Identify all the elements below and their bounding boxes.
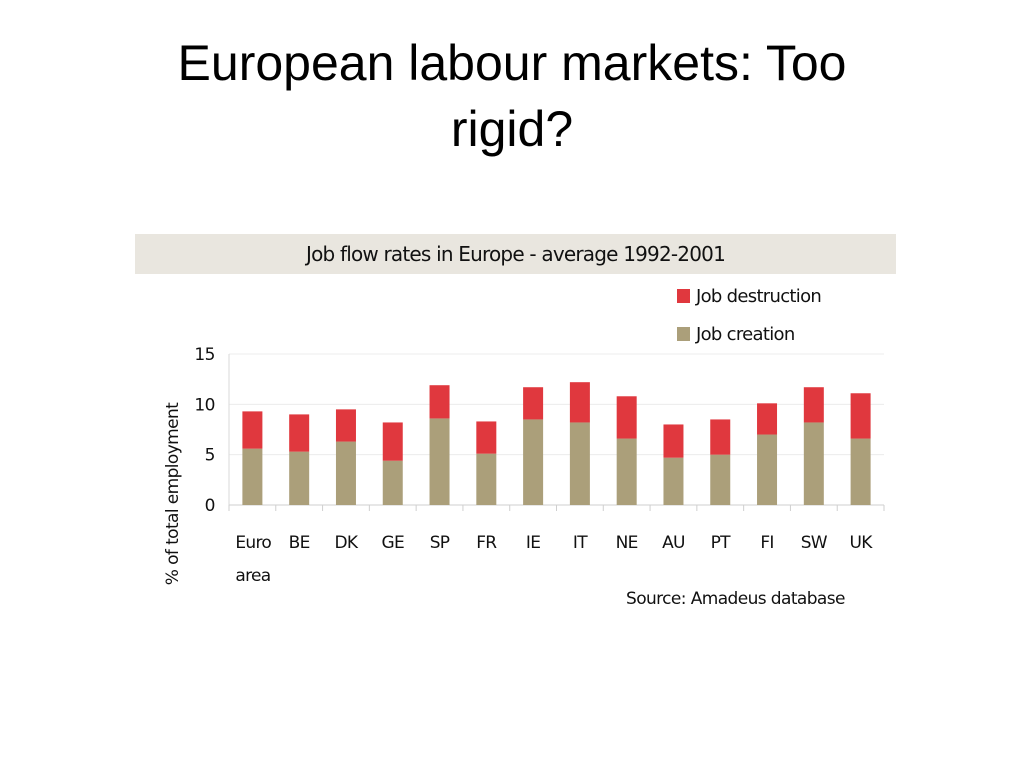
x-tick-label: FI xyxy=(760,533,773,553)
bar-job-creation xyxy=(569,422,590,505)
x-tick-label: area xyxy=(235,566,270,586)
bar-job-creation xyxy=(289,451,310,505)
x-tick-label: NE xyxy=(616,533,638,553)
chart-source: Source: Amadeus database xyxy=(626,589,845,609)
chart-title: Job flow rates in Europe - average 1992-… xyxy=(305,242,726,266)
bar-job-destruction xyxy=(382,422,403,461)
bar-job-creation xyxy=(242,448,263,505)
bar-job-destruction xyxy=(850,393,871,439)
bar-job-creation xyxy=(803,422,824,505)
x-tick-label: Euro xyxy=(235,533,271,553)
bar-job-creation xyxy=(710,454,731,505)
bar-job-destruction xyxy=(757,403,778,435)
x-tick-label: IT xyxy=(573,533,588,553)
bar-job-creation xyxy=(476,453,497,505)
slide-title-line-1: European labour markets: Too xyxy=(177,35,847,91)
x-tick-label: AU xyxy=(662,533,685,553)
x-tick-label: PT xyxy=(711,533,732,553)
bar-job-creation xyxy=(616,438,637,505)
bar-job-destruction xyxy=(289,414,310,452)
x-tick-label: IE xyxy=(526,533,540,553)
bar-job-creation xyxy=(429,418,450,505)
legend-swatch xyxy=(677,327,690,341)
bar-job-creation xyxy=(663,457,684,505)
y-tick-label: 0 xyxy=(205,496,215,516)
bar-job-destruction xyxy=(616,396,637,439)
y-tick-label: 15 xyxy=(194,345,215,365)
x-tick-label: SW xyxy=(801,533,828,553)
legend-label: Job destruction xyxy=(695,286,821,307)
x-tick-label: FR xyxy=(476,533,497,553)
x-tick-label: BE xyxy=(289,533,310,553)
x-tick-label: DK xyxy=(335,533,359,553)
slide-title: European labour markets: Too rigid? xyxy=(0,30,1024,162)
bar-job-destruction xyxy=(663,424,684,458)
bar-job-destruction xyxy=(429,385,450,419)
bar-job-destruction xyxy=(476,421,497,454)
x-tick-label: UK xyxy=(850,533,874,553)
slide-title-line-2: rigid? xyxy=(450,101,574,157)
legend-label: Job creation xyxy=(695,324,795,345)
y-axis-label: % of total employment xyxy=(163,402,183,585)
bar-job-creation xyxy=(523,419,544,505)
chart-title-band: Job flow rates in Europe - average 1992-… xyxy=(135,234,896,274)
y-tick-label: 5 xyxy=(205,446,215,466)
bar-job-destruction xyxy=(335,409,356,442)
legend-swatch xyxy=(677,289,690,303)
bar-job-destruction xyxy=(803,387,824,423)
bar-job-destruction xyxy=(523,387,544,420)
bar-job-creation xyxy=(382,460,403,505)
x-tick-label: GE xyxy=(381,533,404,553)
x-tick-label: SP xyxy=(430,533,450,553)
bar-job-destruction xyxy=(710,419,731,455)
bar-job-destruction xyxy=(569,382,590,423)
y-tick-label: 10 xyxy=(194,395,215,415)
bar-job-creation xyxy=(757,434,778,505)
bar-job-creation xyxy=(850,438,871,505)
bar-job-creation xyxy=(335,441,356,505)
bar-job-destruction xyxy=(242,411,263,449)
